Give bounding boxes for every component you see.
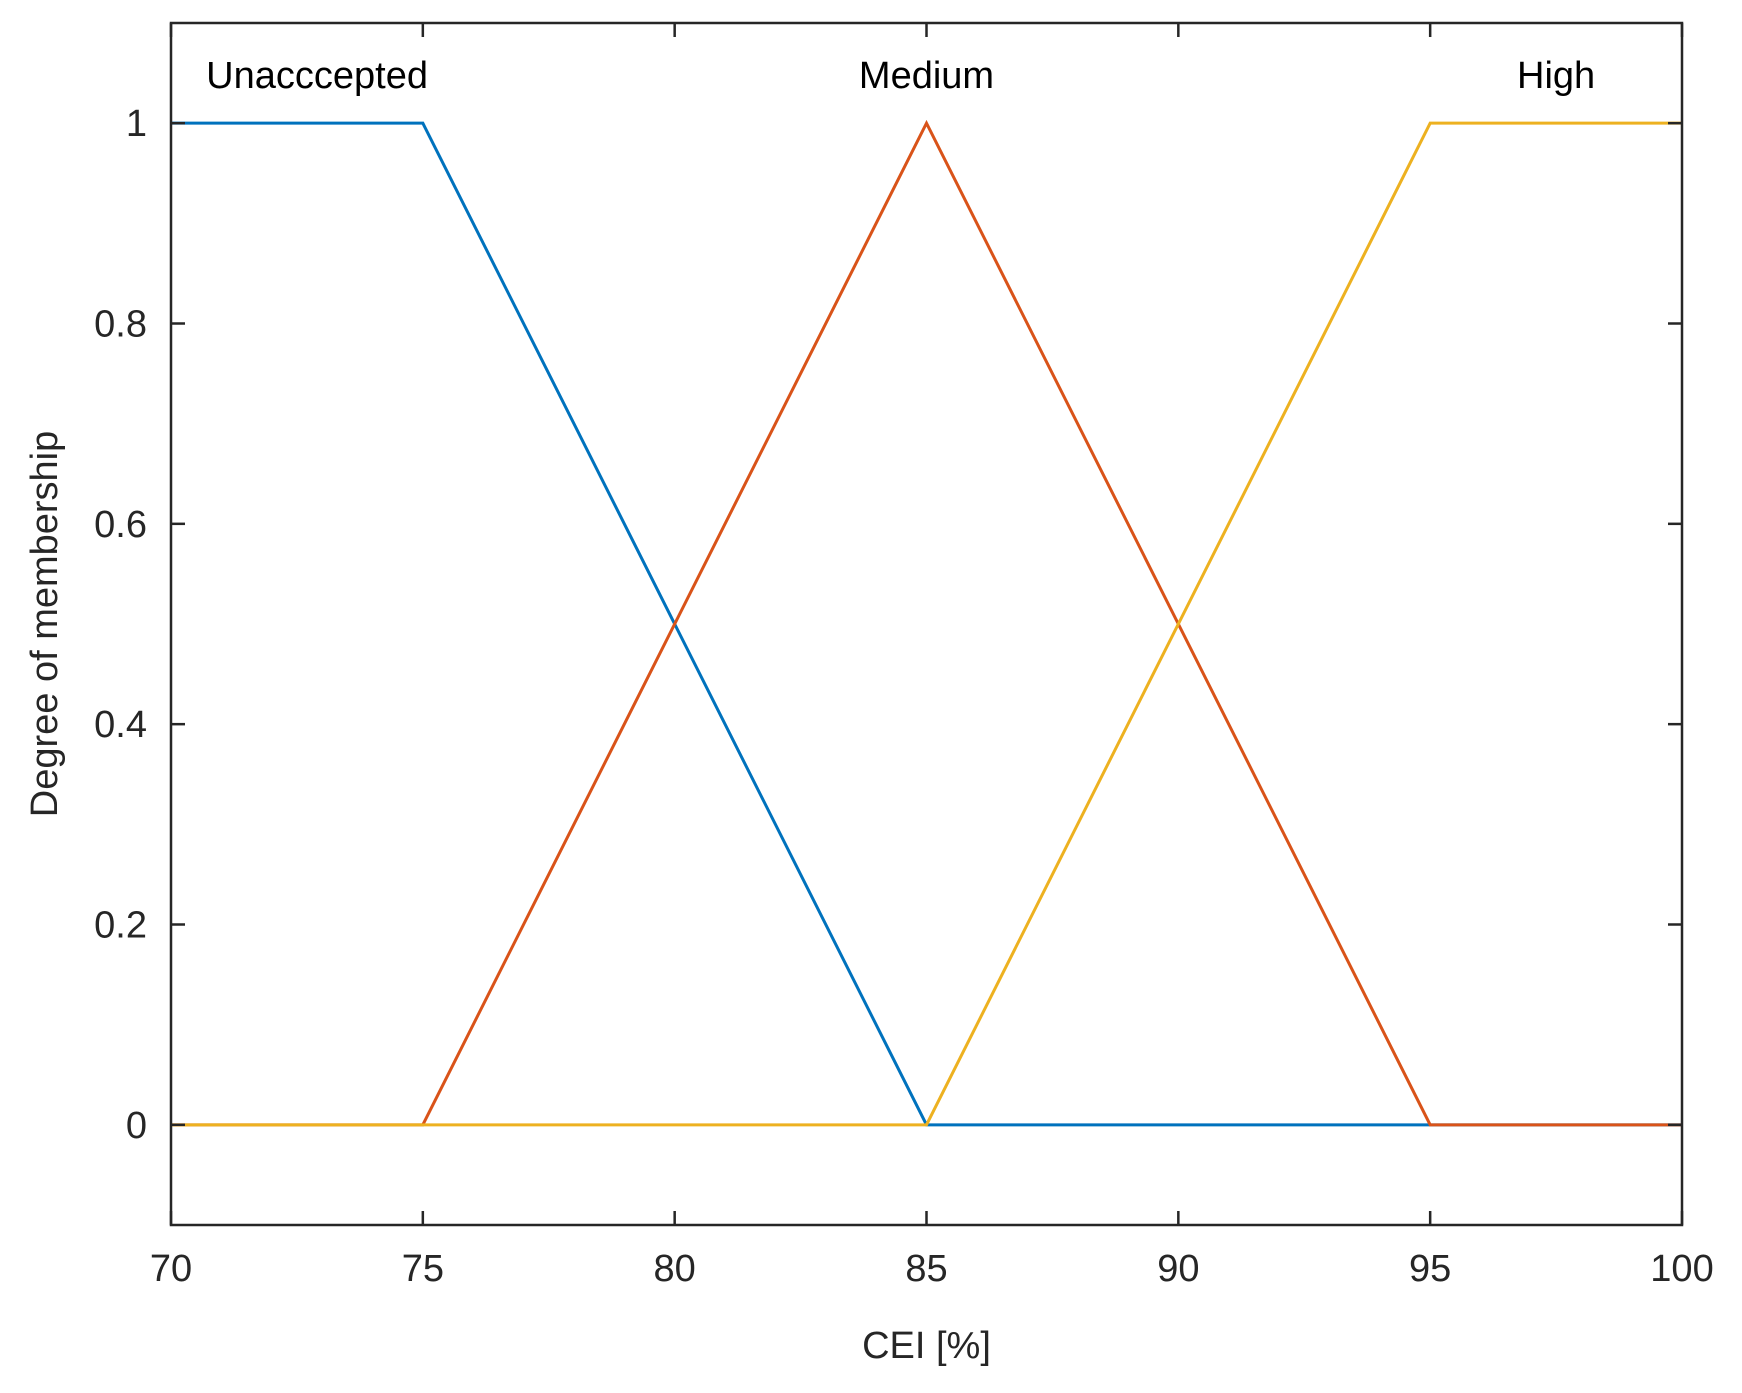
y-tick-label: 0 [126,1105,147,1147]
mf-label-unacccepted: Unacccepted [206,55,428,97]
x-tick-label: 100 [1650,1248,1713,1290]
x-tick-label: 80 [654,1248,696,1290]
series-layer [171,119,1682,1127]
x-tick-label: 95 [1409,1248,1451,1290]
labels-layer: Unacccepted Medium High [206,55,1595,97]
x-tick-label: 85 [905,1248,947,1290]
x-tick-label: 70 [150,1248,192,1290]
y-axis-label: Degree of membership [24,431,66,818]
series-line-high [171,121,1682,1127]
axes-layer: 70 75 80 85 90 95 100 0 0.2 0.4 0.6 0.8 1 CEI [%] Degr… [24,21,1714,1367]
y-tick-label: 0.2 [94,905,147,947]
x-tick-label: 75 [402,1248,444,1290]
mf-label-high: High [1517,55,1595,97]
mf-label-medium: Medium [859,55,994,97]
y-tick-label: 0.8 [94,304,147,346]
y-tick-label: 1 [126,103,147,145]
y-tick-label: 0.6 [94,504,147,546]
x-axis-label: CEI [%] [862,1325,991,1367]
x-tick-label: 90 [1157,1248,1199,1290]
y-tick-label: 0.4 [94,704,147,746]
